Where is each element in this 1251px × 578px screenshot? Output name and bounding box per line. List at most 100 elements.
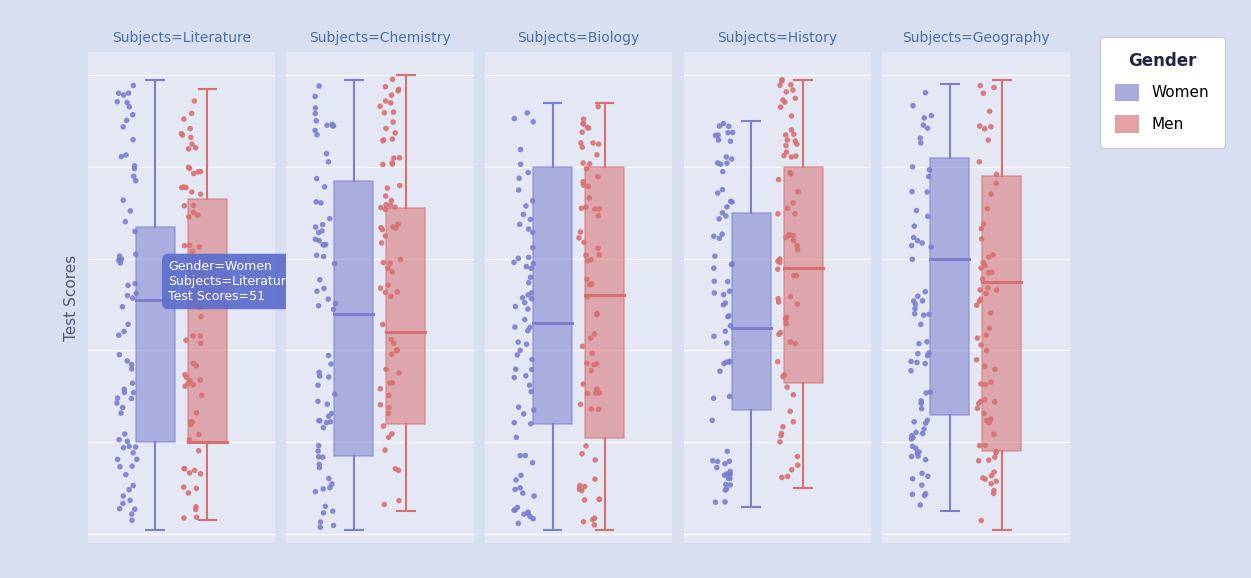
Point	[190, 167, 210, 176]
Point	[514, 510, 534, 519]
Point	[189, 446, 209, 455]
Point	[713, 167, 733, 176]
Point	[111, 409, 131, 418]
Title: Subjects=History: Subjects=History	[717, 31, 837, 45]
Point	[906, 299, 926, 309]
Point	[976, 331, 996, 340]
Point	[916, 455, 936, 464]
Point	[768, 357, 788, 366]
Point	[115, 217, 135, 226]
Point	[902, 187, 922, 197]
Point	[768, 175, 788, 184]
Point	[786, 151, 806, 161]
Point	[383, 222, 403, 231]
Point	[588, 405, 608, 414]
Point	[505, 485, 525, 494]
Point	[389, 85, 409, 94]
Point	[719, 357, 739, 366]
Point	[180, 420, 200, 429]
Point	[967, 334, 987, 343]
Point	[124, 172, 144, 181]
Point	[918, 172, 938, 181]
Point	[109, 350, 129, 360]
Point	[510, 470, 530, 480]
Point	[718, 277, 738, 286]
Point	[518, 509, 538, 518]
Point	[569, 234, 589, 243]
Point	[986, 448, 1006, 457]
Point	[507, 433, 527, 442]
Point	[904, 304, 924, 313]
Point	[573, 342, 593, 351]
Point	[787, 271, 807, 280]
Point	[786, 136, 806, 146]
Point	[178, 379, 198, 388]
Point	[305, 487, 325, 497]
Point	[375, 97, 395, 106]
Point	[980, 418, 1000, 427]
Point	[777, 147, 797, 157]
Point	[174, 464, 194, 473]
Point	[305, 223, 325, 232]
Point	[389, 153, 409, 162]
Point	[114, 388, 134, 397]
Point	[916, 489, 936, 498]
Point	[518, 507, 538, 517]
Point	[522, 355, 542, 364]
Point	[378, 280, 398, 290]
Point	[987, 170, 1007, 179]
Point	[311, 198, 332, 208]
Point	[908, 451, 928, 461]
Point	[378, 264, 398, 273]
Point	[587, 384, 607, 394]
Point	[306, 130, 327, 139]
Point	[574, 238, 594, 247]
Point	[570, 227, 590, 236]
Point	[704, 264, 724, 273]
Point	[520, 419, 540, 428]
Point	[385, 202, 405, 212]
Legend: Women, Men: Women, Men	[1100, 36, 1225, 148]
Point	[985, 453, 1005, 462]
Point	[903, 433, 923, 442]
Point	[324, 305, 344, 314]
Point	[914, 491, 934, 500]
Point	[522, 264, 542, 273]
Point	[174, 513, 194, 523]
Point	[903, 474, 923, 483]
Point	[709, 366, 729, 376]
Point	[319, 412, 339, 421]
Point	[707, 463, 727, 472]
Point	[109, 255, 129, 265]
Point	[183, 140, 203, 149]
Title: Subjects=Geography: Subjects=Geography	[902, 31, 1050, 45]
Point	[319, 372, 339, 381]
Point	[189, 430, 209, 439]
Point	[907, 358, 927, 367]
Point	[975, 395, 995, 404]
Point	[713, 208, 733, 217]
Point	[306, 197, 327, 206]
Point	[973, 258, 993, 267]
Point	[907, 449, 927, 458]
Point	[721, 470, 741, 479]
Point	[787, 299, 807, 309]
Point	[373, 320, 393, 329]
Point	[708, 131, 728, 140]
Point	[505, 302, 525, 311]
Point	[175, 370, 195, 379]
Point	[986, 179, 1006, 188]
Point	[985, 486, 1005, 495]
Point	[968, 399, 988, 408]
Point	[902, 241, 922, 250]
Point	[983, 489, 1003, 498]
Point	[119, 88, 139, 98]
Point	[190, 375, 210, 384]
Point	[390, 255, 410, 264]
Point	[310, 416, 330, 425]
Point	[123, 448, 143, 457]
Point	[976, 441, 996, 450]
Point	[788, 461, 808, 470]
Point	[716, 459, 736, 468]
Point	[771, 102, 791, 112]
